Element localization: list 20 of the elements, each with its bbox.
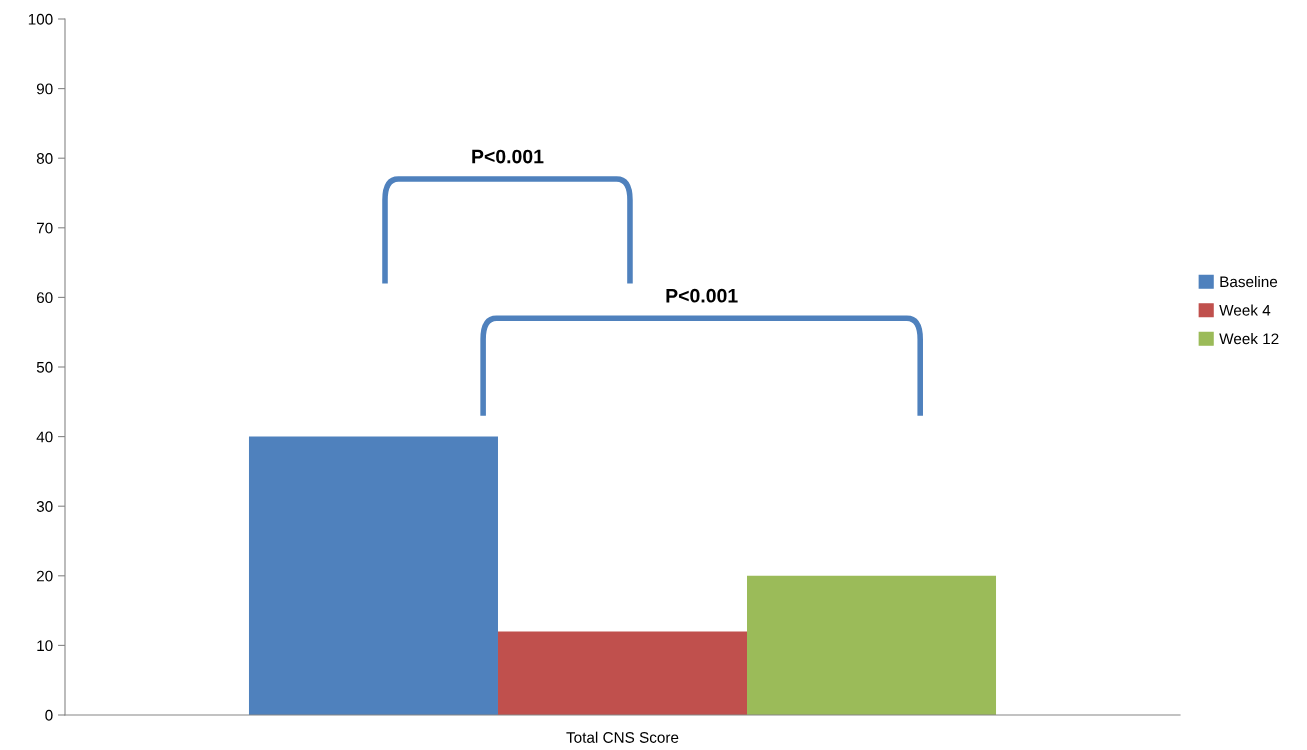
y-tick-label: 90 [36, 83, 53, 95]
y-tick-label: 30 [36, 501, 53, 512]
y-tick-label: 0 [45, 709, 53, 721]
bar [497, 631, 748, 715]
y-tick-label: 60 [36, 292, 53, 304]
legend-label: Baseline [1220, 275, 1278, 288]
legend-label: Week 4 [1219, 304, 1271, 316]
y-tick-label: 100 [28, 13, 53, 25]
y-tick-label: 40 [36, 431, 53, 443]
annotation: P<0.001 [472, 149, 544, 164]
bar [747, 575, 997, 715]
y-tick-label: 10 [37, 640, 53, 652]
y-tick-label: 20 [36, 570, 53, 582]
legend-label: Week 12 [1219, 333, 1279, 345]
x-axis-title: Total CNS Score [566, 731, 679, 743]
y-tick-label: 80 [36, 153, 53, 164]
annotation: P<0.001 [666, 288, 738, 303]
y-tick-label: 70 [36, 222, 53, 234]
bar [248, 436, 498, 715]
y-tick-label: 50 [36, 361, 53, 373]
